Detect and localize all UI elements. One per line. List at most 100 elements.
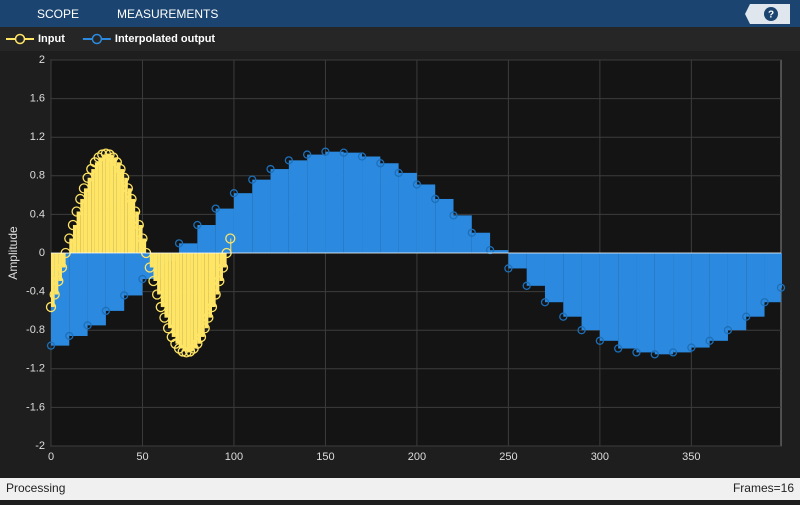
stem-marker: [115, 163, 126, 175]
stem: [113, 157, 117, 253]
stem-marker: [614, 344, 623, 353]
stem-marker: [431, 194, 440, 204]
series: [46, 147, 786, 359]
stem: [307, 154, 326, 253]
stem: [453, 215, 472, 253]
stem-marker: [199, 323, 210, 334]
stem-marker: [195, 331, 207, 343]
y-tick-label: 2: [39, 54, 45, 66]
stem-marker: [760, 298, 769, 307]
stem: [526, 253, 545, 286]
y-tick-label: -1.2: [26, 363, 45, 375]
stem: [72, 225, 77, 253]
stem: [208, 253, 213, 318]
stem: [343, 152, 363, 253]
stem-marker: [101, 306, 111, 316]
stem-marker: [211, 204, 220, 213]
stem: [138, 225, 143, 253]
stem: [781, 253, 782, 288]
stem: [109, 154, 114, 253]
stem: [69, 253, 88, 336]
stem: [233, 193, 253, 253]
stem: [636, 253, 655, 353]
stem: [54, 253, 59, 295]
stem-marker: [49, 289, 60, 300]
stem-marker: [357, 152, 367, 161]
status-right: Frames=16: [733, 481, 794, 495]
stem-marker: [668, 348, 678, 357]
stem-marker: [776, 283, 786, 292]
legend-marker: [91, 33, 103, 45]
stem-marker: [133, 219, 144, 231]
stem: [69, 238, 73, 253]
stem: [215, 208, 234, 253]
stem-marker: [577, 326, 586, 335]
stem: [709, 253, 728, 341]
x-tick-label: 300: [591, 451, 609, 463]
stem: [116, 162, 121, 253]
stem: [215, 253, 220, 295]
y-tick-label: 0: [39, 247, 45, 259]
stem: [179, 243, 198, 253]
stem-marker: [302, 150, 312, 159]
stem-marker: [148, 275, 159, 287]
stem: [204, 253, 209, 329]
y-tick-label: -0.4: [26, 286, 45, 298]
y-tick-label: 0.8: [30, 170, 45, 182]
stem: [746, 253, 765, 317]
stem: [186, 253, 191, 353]
stem-marker: [225, 233, 236, 244]
stem: [175, 253, 180, 344]
stem: [131, 198, 136, 253]
stem-marker: [46, 341, 56, 350]
stem: [673, 253, 692, 353]
stem: [94, 162, 99, 253]
stem: [153, 253, 158, 281]
stem: [544, 253, 564, 303]
legend-label: Interpolated output: [115, 33, 216, 45]
stem: [76, 211, 81, 253]
series: [45, 148, 236, 358]
stem: [105, 153, 110, 253]
stem: [120, 169, 125, 253]
stem: [288, 160, 308, 253]
stem: [654, 253, 674, 355]
stem-marker: [174, 239, 184, 248]
stem: [599, 253, 619, 341]
x-tick-label: 200: [408, 451, 426, 463]
stem: [398, 172, 417, 253]
stem-marker: [595, 336, 605, 345]
x-tick-label: 350: [682, 451, 700, 463]
stem: [157, 253, 161, 295]
stem: [219, 253, 223, 281]
stem-marker: [71, 206, 82, 217]
tab[interactable]: SCOPE: [37, 7, 79, 21]
stem: [179, 253, 183, 349]
legend-label: Input: [38, 33, 65, 45]
stem: [252, 179, 271, 253]
stem-marker: [159, 312, 170, 323]
stem-marker: [138, 274, 147, 284]
stem-marker: [144, 262, 155, 273]
stem: [380, 163, 399, 253]
stem-marker: [559, 312, 568, 321]
y-tick-label: -0.8: [26, 324, 45, 336]
stem-marker: [56, 262, 68, 273]
stem-marker: [64, 233, 75, 244]
stem-marker: [229, 189, 239, 198]
stem-marker: [412, 180, 422, 189]
x-tick-label: 150: [316, 451, 334, 463]
tab[interactable]: MEASUREMENTS: [117, 7, 218, 21]
help-icon: [764, 7, 778, 21]
stem-marker: [687, 343, 696, 352]
stem-marker: [82, 172, 93, 183]
stem: [197, 253, 202, 344]
stem: [168, 253, 172, 329]
stem-marker: [65, 331, 74, 341]
stem: [416, 184, 436, 253]
stem-marker: [120, 291, 129, 300]
y-tick-label: -1.6: [26, 401, 45, 413]
stem-marker: [376, 159, 385, 168]
